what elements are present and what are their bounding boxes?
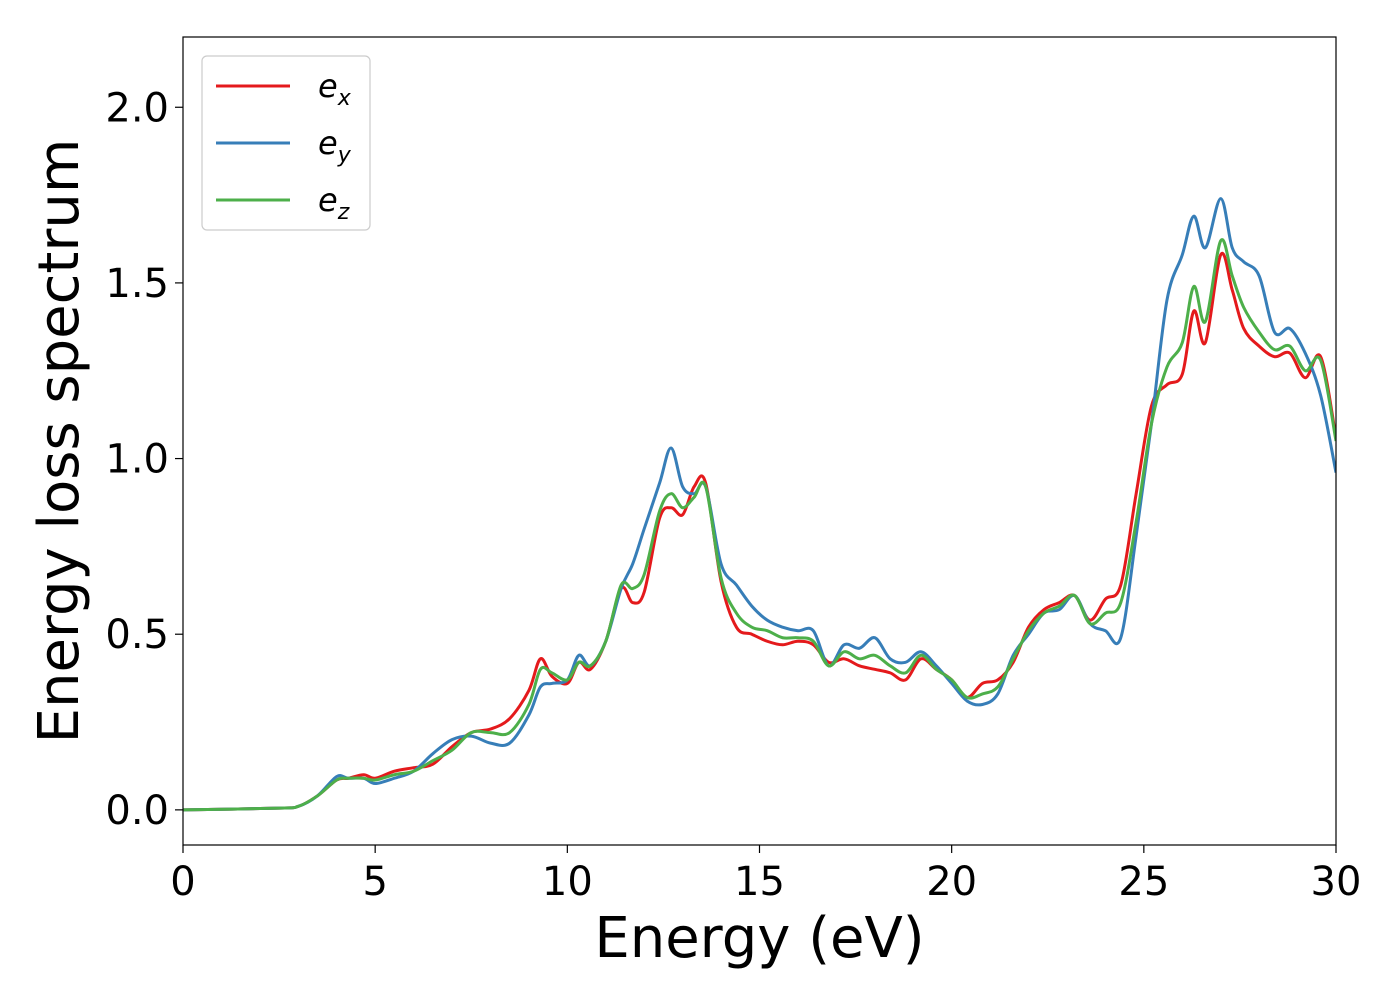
- x-tick-label: 15: [734, 859, 785, 905]
- x-axis-title: Energy (eV): [594, 906, 924, 971]
- y-axis-title: Energy loss spectrum: [27, 139, 92, 744]
- legend-entry-e-x: ex: [216, 67, 352, 111]
- y-tick-label: 0.0: [105, 788, 169, 834]
- legend-label: ez: [318, 181, 350, 225]
- legend: ex ey ez: [201, 55, 371, 231]
- legend-entry-e-z: ez: [216, 181, 350, 225]
- x-axis: 0 5 10 15 20 25 30: [170, 845, 1361, 905]
- legend-entry-e-y: ey: [216, 124, 352, 168]
- x-tick-label: 25: [1118, 859, 1169, 905]
- y-tick-label: 1.0: [105, 437, 169, 483]
- x-tick-label: 5: [362, 859, 387, 905]
- y-tick-label: 2.0: [105, 85, 169, 131]
- x-tick-label: 10: [542, 859, 593, 905]
- x-tick-label: 0: [170, 859, 195, 905]
- x-tick-label: 20: [926, 859, 977, 905]
- legend-label: ex: [318, 67, 352, 111]
- legend-label: ey: [318, 124, 352, 168]
- x-tick-label: 30: [1311, 859, 1362, 905]
- y-axis: 0.0 0.5 1.0 1.5 2.0: [105, 85, 183, 834]
- series-line-e-z: [183, 238, 1336, 812]
- series-line-e-y: [183, 197, 1336, 812]
- series-layer: [183, 197, 1336, 812]
- y-tick-label: 1.5: [105, 261, 169, 307]
- y-tick-label: 0.5: [105, 612, 169, 658]
